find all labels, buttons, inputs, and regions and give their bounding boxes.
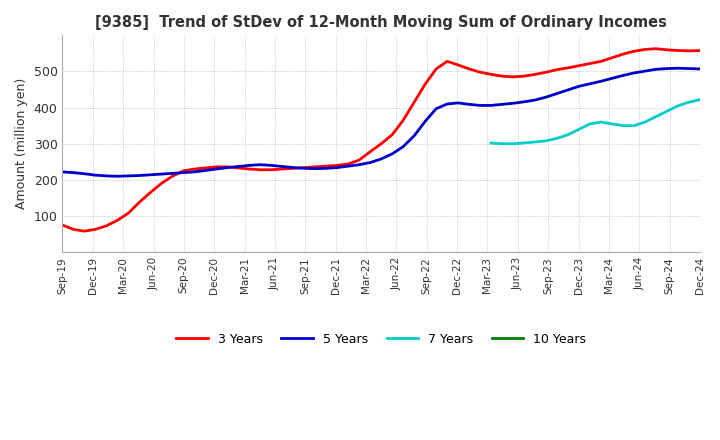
- 5 Years: [399, 144, 408, 149]
- 7 Years: [553, 136, 562, 141]
- 7 Years: [641, 119, 649, 125]
- 3 Years: [399, 117, 408, 123]
- 3 Years: [168, 174, 176, 179]
- 7 Years: [618, 123, 627, 128]
- 3 Years: [696, 48, 704, 53]
- 7 Years: [674, 103, 683, 108]
- 3 Years: [58, 222, 67, 227]
- 5 Years: [234, 164, 243, 169]
- 3 Years: [80, 228, 89, 234]
- 3 Years: [531, 72, 539, 77]
- 7 Years: [696, 97, 704, 102]
- Y-axis label: Amount (million yen): Amount (million yen): [15, 78, 28, 209]
- 5 Years: [80, 171, 89, 176]
- 5 Years: [135, 173, 144, 178]
- 7 Years: [564, 132, 572, 137]
- 5 Years: [696, 66, 704, 72]
- 3 Years: [652, 46, 660, 51]
- 5 Years: [168, 171, 176, 176]
- 7 Years: [685, 99, 693, 105]
- 7 Years: [575, 127, 583, 132]
- 7 Years: [498, 141, 506, 147]
- 7 Years: [541, 138, 550, 143]
- Line: 7 Years: 7 Years: [491, 99, 700, 144]
- Legend: 3 Years, 5 Years, 7 Years, 10 Years: 3 Years, 5 Years, 7 Years, 10 Years: [171, 328, 591, 351]
- 7 Years: [487, 140, 495, 146]
- 7 Years: [597, 119, 606, 125]
- 7 Years: [630, 123, 639, 128]
- 5 Years: [531, 97, 539, 103]
- 3 Years: [135, 200, 144, 205]
- 7 Years: [509, 141, 518, 147]
- Line: 3 Years: 3 Years: [63, 49, 700, 231]
- 5 Years: [674, 66, 683, 71]
- 5 Years: [58, 169, 67, 175]
- Line: 5 Years: 5 Years: [63, 68, 700, 176]
- Title: [9385]  Trend of StDev of 12-Month Moving Sum of Ordinary Incomes: [9385] Trend of StDev of 12-Month Moving…: [95, 15, 667, 30]
- 7 Years: [652, 114, 660, 119]
- 7 Years: [608, 121, 616, 127]
- 3 Years: [234, 165, 243, 171]
- 7 Years: [662, 109, 671, 114]
- 7 Years: [520, 140, 528, 146]
- 7 Years: [586, 121, 595, 127]
- 5 Years: [113, 174, 122, 179]
- 3 Years: [91, 227, 99, 232]
- 7 Years: [531, 139, 539, 145]
